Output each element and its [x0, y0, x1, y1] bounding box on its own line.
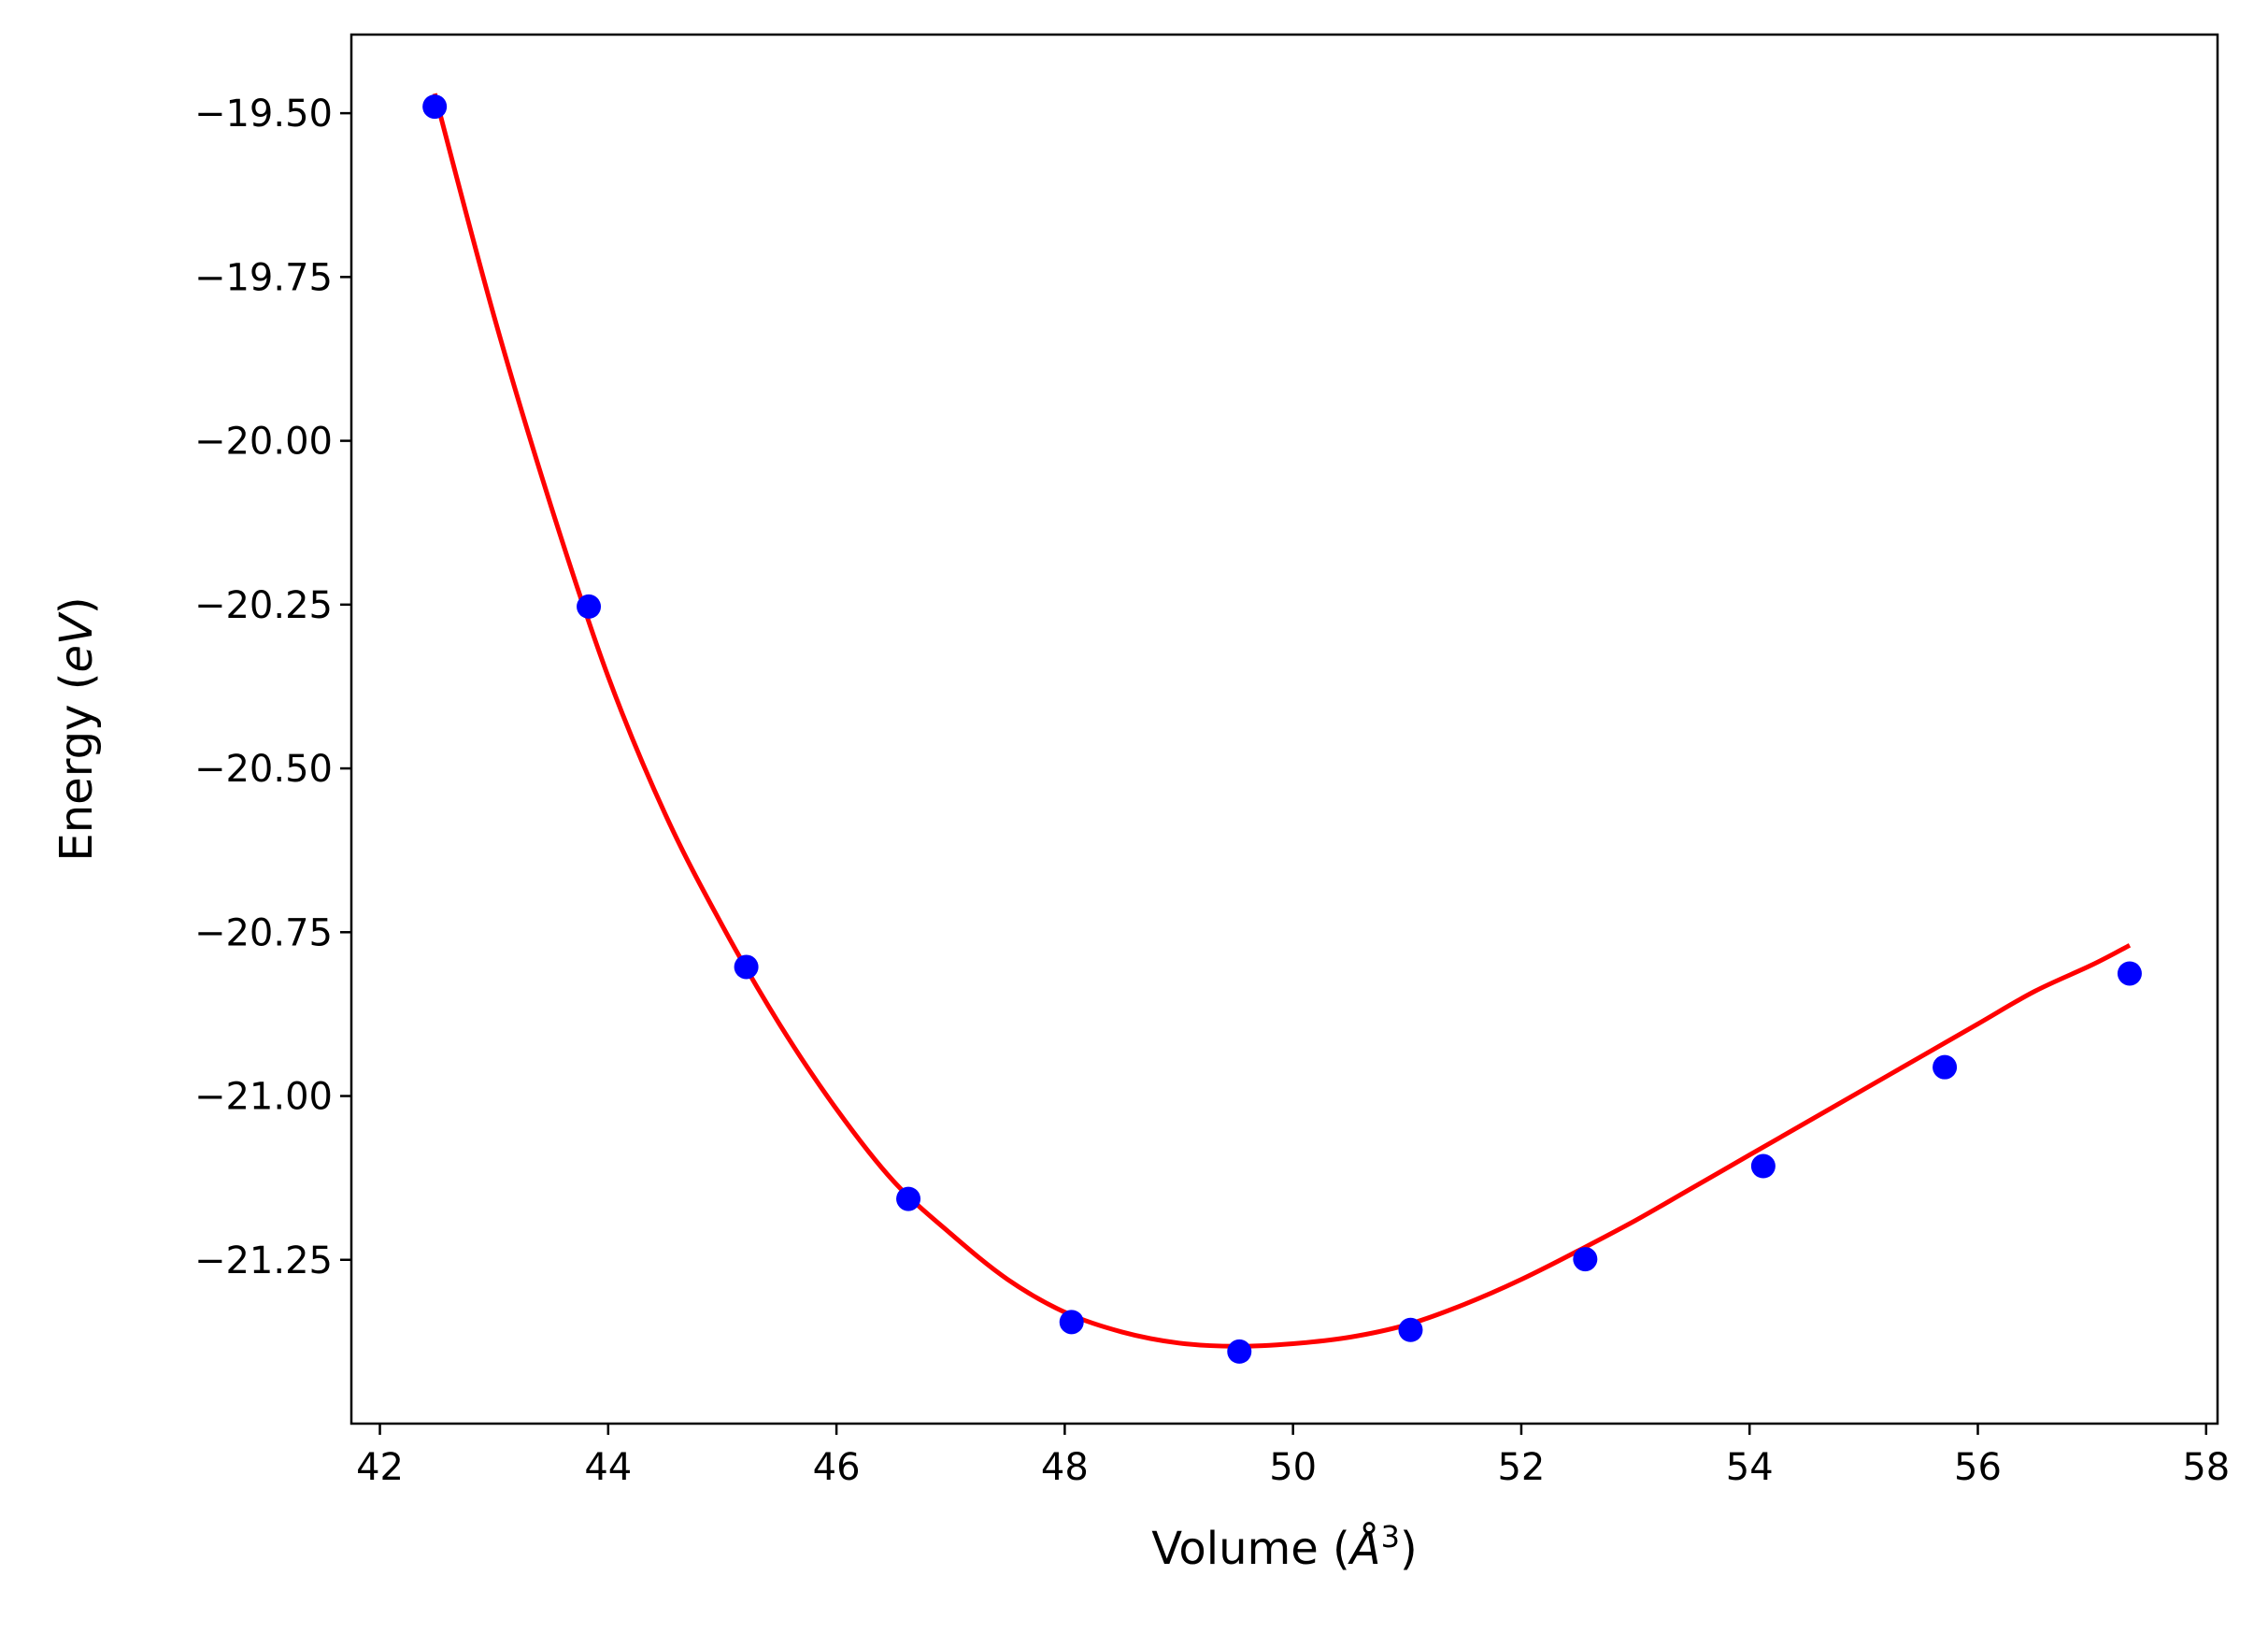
x-tick-label: 54	[1726, 1446, 1774, 1489]
x-axis-label-unit: Å	[1348, 1522, 1381, 1575]
x-axis-label-exponent: 3	[1381, 1519, 1400, 1554]
y-tick-label: −19.75	[194, 256, 333, 299]
y-tick-label: −21.00	[194, 1076, 333, 1119]
x-tick-label: 48	[1041, 1446, 1089, 1489]
x-tick-label: 56	[1954, 1446, 2002, 1489]
x-tick-label: 50	[1269, 1446, 1317, 1489]
y-tick-label: −20.00	[194, 421, 333, 464]
y-tick-label: −20.50	[194, 748, 333, 791]
y-axis-label-unit: eV	[50, 611, 103, 673]
x-axis-label-tail: )	[1400, 1523, 1418, 1575]
data-point	[577, 594, 602, 619]
x-tick-label: 44	[584, 1446, 632, 1489]
x-tick-label: 58	[2182, 1446, 2230, 1489]
data-point	[1227, 1339, 1252, 1364]
data-point	[1933, 1054, 1958, 1080]
data-point	[2117, 961, 2142, 986]
y-axis-label-main: Energy (	[50, 673, 103, 862]
data-point	[1398, 1317, 1423, 1342]
y-tick-label: −20.25	[194, 584, 333, 627]
data-point	[422, 94, 448, 120]
fit-curve	[432, 93, 2132, 1349]
x-axis-ticks: 42 44 46 48 50 52 54 56 58	[356, 1424, 2230, 1489]
data-point	[1059, 1310, 1084, 1335]
x-tick-label: 42	[356, 1446, 404, 1489]
y-tick-label: −21.25	[194, 1239, 333, 1282]
x-axis-label: Volume (Å3)	[1151, 1519, 1417, 1575]
x-tick-label: 46	[813, 1446, 861, 1489]
axes-frame	[349, 33, 2219, 1425]
data-point	[734, 954, 759, 980]
data-point	[896, 1186, 921, 1211]
data-point	[1573, 1247, 1598, 1272]
data-point	[1750, 1153, 1776, 1179]
y-axis-label: Energy (eV)	[50, 596, 103, 861]
y-axis-label-tail: )	[50, 596, 103, 614]
x-axis-label-main: Volume (	[1151, 1523, 1350, 1575]
y-axis-ticks: −19.50 −19.75 −20.00 −20.25 −20.50 −20.75 −21.…	[194, 93, 351, 1282]
plot-area	[422, 93, 2142, 1364]
y-tick-label: −20.75	[194, 911, 333, 954]
x-tick-label: 52	[1497, 1446, 1545, 1489]
y-tick-label: −19.50	[194, 93, 333, 136]
